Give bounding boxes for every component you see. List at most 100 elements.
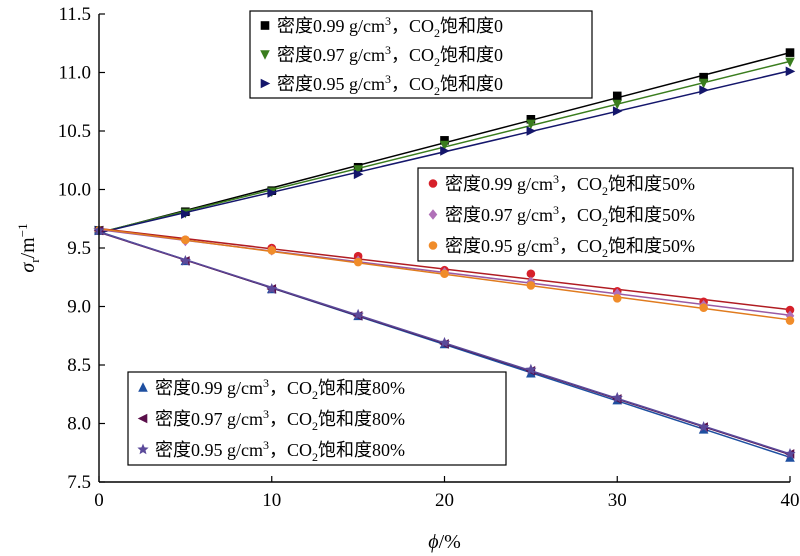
legend-entry: 密度0.99 g/cm3，CO2饱和度0 (260, 14, 503, 40)
series-2 (94, 66, 796, 236)
series-1-point (612, 99, 623, 110)
legend-box (127, 371, 507, 466)
series-8-point (266, 283, 278, 294)
legend-label: 密度0.97 g/cm3，CO2饱和度80% (155, 407, 405, 433)
legend-marker (260, 50, 270, 60)
y-axis-label-symbol: σ (17, 262, 39, 273)
y-axis-label: σr/m−1 (15, 223, 42, 272)
legend-entry: 密度0.97 g/cm3，CO2饱和度0 (260, 43, 503, 69)
series-6-point (785, 452, 795, 462)
legends: 密度0.99 g/cm3，CO2饱和度0 密度0.97 g/cm3，CO2饱和度0… (127, 10, 794, 466)
series-0-point (612, 91, 622, 101)
legend-label: 密度0.97 g/cm3，CO2饱和度0 (277, 43, 503, 69)
series-1-point (353, 165, 363, 175)
axes: 7.5 8.0 8.5 9.0 9.5 10.0 10.5 11.0 11.5 0 10 20 30 40… (15, 4, 800, 553)
series-2-point (353, 169, 364, 180)
legend-marker (428, 209, 438, 220)
legend-center-right: 密度0.99 g/cm3，CO2饱和度50% 密度0.97 g/cm3，CO2饱和… (417, 167, 794, 262)
series-8-point (611, 391, 623, 403)
y-axis-label-subscript: r (27, 258, 42, 263)
legend-entry: 密度0.95 g/cm3，CO2饱和度50% (428, 234, 695, 260)
legend-entry: 密度0.99 g/cm3，CO2饱和度80% (138, 376, 405, 402)
legend-entry: 密度0.97 g/cm3，CO2饱和度50% (428, 203, 695, 229)
x-axis-label-unit: /% (439, 531, 461, 553)
legend-label: 密度0.95 g/cm3，CO2饱和度0 (277, 72, 503, 98)
y-axis-label-superscript: −1 (15, 223, 30, 237)
series-5-point (440, 269, 449, 279)
y-tick-label: 9.5 (67, 238, 91, 259)
series-5-point (353, 257, 363, 267)
legend-marker (428, 241, 438, 250)
series-5-point (267, 246, 277, 255)
legend-marker (137, 413, 148, 424)
series-3-point (526, 269, 536, 279)
y-axis-label-unit: /m (17, 237, 39, 259)
legend-top-left: 密度0.99 g/cm3，CO2饱和度0 密度0.97 g/cm3，CO2饱和度0… (249, 10, 593, 99)
series-1-point (698, 78, 709, 89)
legend-marker (138, 382, 148, 392)
x-axis-label: ϕ/% (428, 531, 461, 553)
series-8-point (698, 421, 710, 432)
legend-entry: 密度0.99 g/cm3，CO2饱和度50% (428, 172, 695, 198)
series-1-point (439, 140, 450, 151)
series-8-point (784, 448, 796, 459)
legend-label: 密度0.95 g/cm3，CO2饱和度50% (445, 234, 695, 260)
legend-label: 密度0.97 g/cm3，CO2饱和度50% (445, 203, 695, 229)
series-8-point (352, 308, 364, 320)
x-tick-label: 40 (781, 490, 800, 511)
x-axis-label-symbol: ϕ (428, 531, 438, 553)
legend-label: 密度0.99 g/cm3，CO2饱和度0 (277, 14, 503, 40)
legend-box (417, 167, 794, 262)
series-5-point (526, 281, 536, 290)
y-tick-label: 10.0 (58, 180, 91, 201)
series-0-point (440, 136, 449, 145)
legend-label: 密度0.99 g/cm3，CO2饱和度80% (155, 376, 405, 402)
y-tick-label: 11.5 (58, 4, 91, 25)
x-tick-label: 30 (608, 490, 627, 511)
y-tick-label: 9.0 (67, 297, 91, 318)
y-tick-label: 11.0 (58, 63, 91, 84)
legend-entry: 密度0.95 g/cm3，CO2饱和度80% (137, 438, 405, 464)
y-tick-label: 7.5 (67, 472, 91, 493)
plot-area (93, 48, 796, 462)
series-8-point (438, 336, 451, 348)
series-2-point (267, 188, 278, 198)
series-2-point (785, 66, 796, 77)
y-tick-label: 10.5 (58, 121, 91, 142)
series-0-point (699, 72, 708, 82)
series-5-point (699, 303, 708, 312)
y-tick-label: 8.5 (67, 355, 91, 376)
legend-marker (260, 78, 271, 89)
legend-marker (260, 21, 270, 30)
series-1-point (526, 119, 536, 130)
x-tick-label: 0 (94, 490, 104, 511)
legend-box (249, 10, 593, 99)
series-0-point (526, 115, 536, 124)
series-8-point (179, 254, 191, 266)
series-0-point (785, 48, 795, 57)
series-5-point (181, 235, 190, 245)
series-5-point (612, 294, 622, 303)
x-tick-label: 20 (435, 490, 454, 511)
legend-entry: 密度0.97 g/cm3，CO2饱和度80% (137, 407, 405, 433)
series-2-point (526, 126, 537, 136)
series-2-point (612, 106, 623, 116)
series-8 (93, 224, 796, 459)
series-4-point (612, 288, 622, 299)
series-2-point (181, 209, 191, 219)
legend-label: 密度0.95 g/cm3，CO2饱和度80% (155, 438, 405, 464)
legend-bottom-left: 密度0.99 g/cm3，CO2饱和度80% 密度0.97 g/cm3，CO2饱和… (127, 371, 507, 466)
series-5-point (785, 316, 795, 325)
legend-entry: 密度0.95 g/cm3，CO2饱和度0 (260, 72, 503, 98)
x-tick-label: 10 (262, 490, 281, 511)
series-1-point (785, 57, 795, 68)
series-2-point (440, 146, 450, 156)
series-3-point (785, 305, 795, 315)
series-2-point (699, 85, 709, 95)
legend-marker (137, 443, 149, 455)
series-4-point (785, 310, 795, 322)
y-tick-label: 8.0 (67, 414, 91, 435)
series-8-point (525, 363, 537, 375)
legend-marker (428, 179, 438, 188)
